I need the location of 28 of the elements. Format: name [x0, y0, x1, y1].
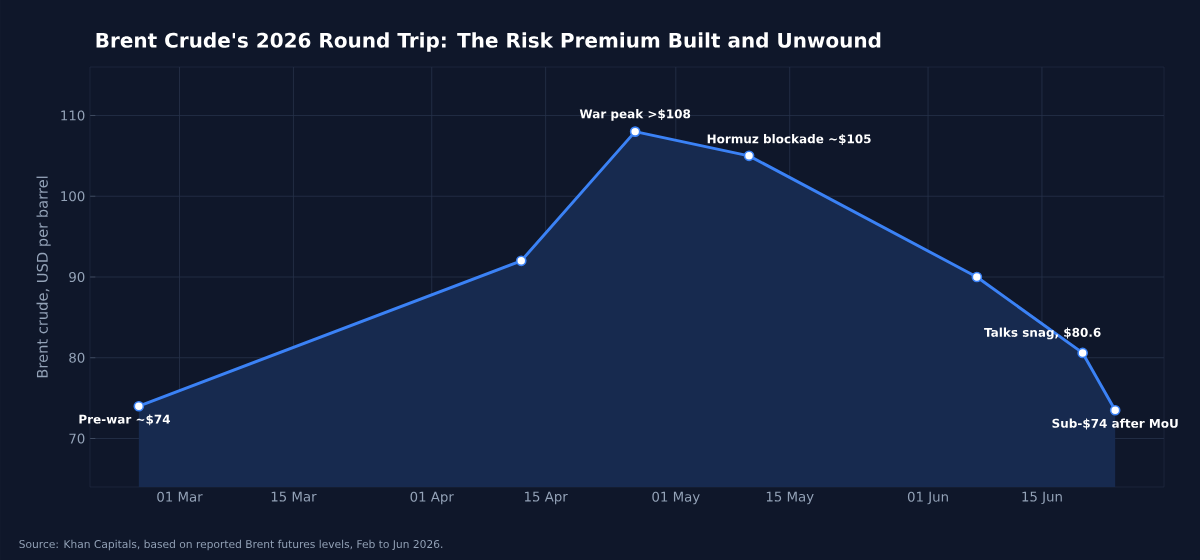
point: [629, 126, 641, 137]
annotation: Talks snag, $80.6: [984, 327, 1101, 340]
x-tick-label: 15 Jun: [1022, 491, 1062, 505]
annotation: Sub-$74 after MoU: [1052, 418, 1178, 430]
point: [133, 400, 145, 412]
y-tick-label: 80: [69, 352, 85, 363]
x-tick-label: 15 May: [766, 491, 814, 505]
x-tick-label: 01 Jun: [907, 491, 948, 505]
y-axis-title: Brent crude, USD per barrel: [36, 176, 51, 378]
y-tick-label: 110: [61, 110, 85, 121]
x-tick-label: 01 May: [652, 491, 700, 505]
y-tick-label: 70: [69, 433, 85, 444]
x-tick-label: 01 Mar: [157, 491, 203, 502]
point: [1109, 404, 1121, 416]
point: [1077, 347, 1088, 359]
y-tick-label: 100: [61, 191, 85, 202]
annotation: Pre-war ~$74: [79, 414, 171, 426]
x-tick-label: 15 Apr: [524, 491, 568, 505]
chart-title: Brent Crude's 2026 Round Trip: The Risk Premium Built and Unwound: [96, 32, 881, 52]
point: [515, 255, 527, 267]
x-tick-label: 01 Apr: [410, 491, 454, 505]
annotation: Hormuz blockade ~$105: [707, 134, 871, 145]
annotation: War peak >$108: [579, 109, 691, 121]
source-note: Source: Khan Capitals, based on reported Brent futures levels, Feb to Jun 2026.: [19, 539, 443, 551]
point: [971, 271, 983, 283]
point: [743, 150, 755, 162]
y-tick-label: 90: [69, 271, 85, 283]
x-tick-label: 15 Mar: [271, 491, 317, 502]
